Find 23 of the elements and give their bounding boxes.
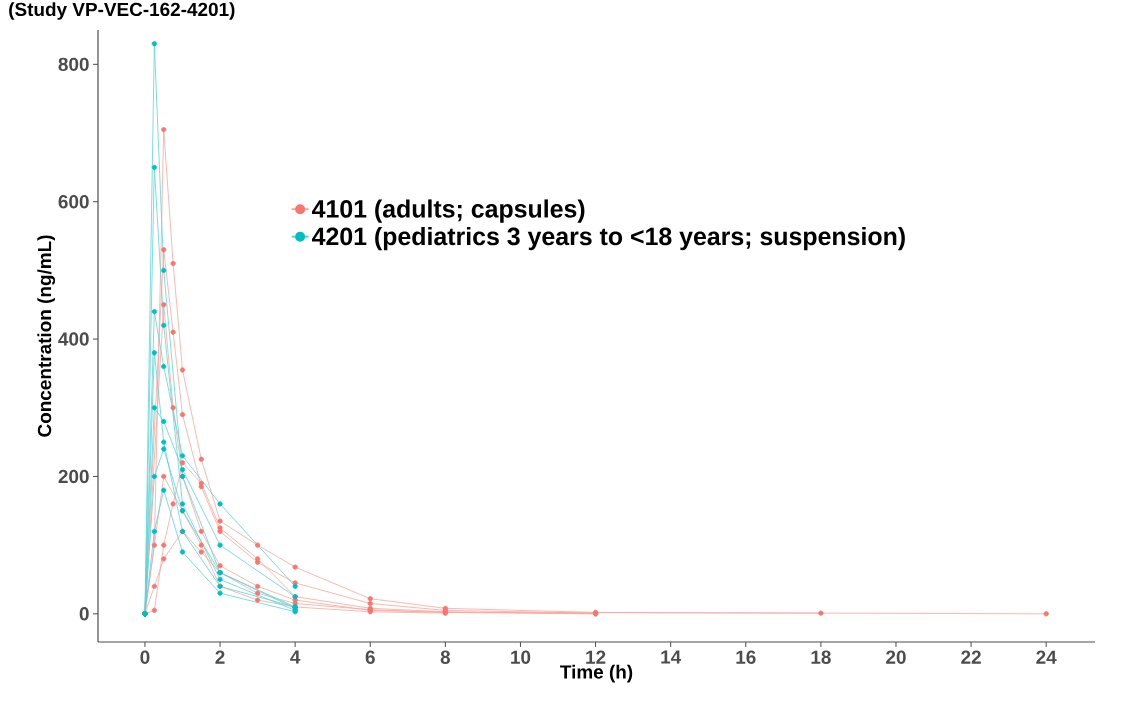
- x-tick-label: 0: [140, 650, 150, 664]
- x-tick-label: 18: [811, 650, 831, 664]
- y-tick-label: 400: [58, 332, 89, 346]
- y-tick-label: 800: [58, 57, 89, 72]
- x-tick-label: 2: [215, 650, 225, 664]
- y-tick-label: 0: [79, 607, 89, 621]
- y-axis-title: Concentration (ng/mL): [37, 235, 56, 437]
- legend-label: 4101 (adults; capsules): [312, 199, 585, 223]
- chart-title: (Study VP-VEC-162-4201): [9, 2, 235, 20]
- x-tick-label: 20: [886, 650, 906, 664]
- y-tick-label: 200: [58, 469, 89, 484]
- x-tick-label: 16: [736, 650, 756, 664]
- x-tick-label: 14: [661, 650, 682, 664]
- x-tick-label: 22: [961, 650, 981, 664]
- x-tick-label: 12: [586, 650, 606, 664]
- legend-label: 4201 (pediatrics 3 years to <18 years; suspension): [312, 226, 905, 251]
- x-axis-title: Time (h): [560, 664, 633, 683]
- x-tick-label: 6: [365, 650, 375, 664]
- x-tick-label: 4: [290, 650, 301, 664]
- y-tick-label: 600: [58, 195, 89, 209]
- x-tick-label: 10: [511, 650, 531, 664]
- x-tick-label: 8: [440, 650, 451, 664]
- x-tick-label: 24: [1036, 650, 1057, 664]
